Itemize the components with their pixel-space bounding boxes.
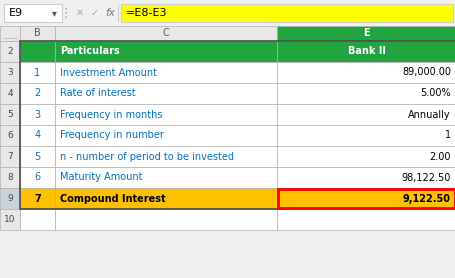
Text: Rate of interest: Rate of interest: [60, 88, 135, 98]
Bar: [4, 4, 62, 22]
Text: E: E: [362, 29, 369, 38]
Bar: [20, 146, 55, 167]
Bar: [0, 26, 455, 41]
Text: 5: 5: [7, 110, 13, 119]
Text: 8: 8: [7, 173, 13, 182]
Bar: [276, 83, 455, 104]
Text: Annually: Annually: [408, 110, 450, 120]
Text: 7: 7: [34, 193, 41, 203]
Bar: [0, 146, 20, 167]
Text: 89,000.00: 89,000.00: [401, 68, 450, 78]
Text: 3: 3: [7, 68, 13, 77]
Bar: [276, 188, 455, 209]
Bar: [0, 104, 20, 125]
Bar: [20, 62, 55, 83]
Bar: [276, 209, 455, 230]
Bar: [55, 104, 276, 125]
Text: 6: 6: [35, 173, 40, 182]
Bar: [276, 125, 455, 146]
Bar: [20, 41, 55, 62]
Bar: [20, 26, 55, 41]
Text: 2: 2: [7, 47, 13, 56]
Bar: [55, 167, 276, 188]
Text: 1: 1: [35, 68, 40, 78]
Bar: [276, 104, 455, 125]
Bar: [55, 62, 276, 83]
Bar: [276, 146, 455, 167]
Bar: [0, 167, 20, 188]
Bar: [55, 188, 276, 209]
Bar: [0, 125, 20, 146]
Bar: [55, 125, 276, 146]
Bar: [55, 41, 276, 62]
Bar: [121, 4, 452, 22]
Bar: [55, 209, 276, 230]
Text: 9: 9: [7, 194, 13, 203]
Text: 9,122.50: 9,122.50: [402, 193, 450, 203]
Text: Frequency in months: Frequency in months: [60, 110, 162, 120]
Text: Investment Amount: Investment Amount: [60, 68, 157, 78]
Text: 5: 5: [34, 152, 40, 162]
Text: n - number of period to be invested: n - number of period to be invested: [60, 152, 233, 162]
Text: C: C: [162, 29, 169, 38]
Bar: [0, 41, 20, 62]
Bar: [55, 146, 276, 167]
Bar: [0, 0, 455, 26]
Text: Bank II: Bank II: [347, 46, 384, 56]
Bar: [20, 104, 55, 125]
Text: fx: fx: [105, 8, 115, 18]
Text: E9: E9: [9, 8, 23, 18]
Text: ⋮: ⋮: [60, 6, 72, 19]
Text: 4: 4: [7, 89, 13, 98]
Bar: [276, 41, 455, 62]
Text: ▾: ▾: [52, 8, 57, 18]
Text: 2.00: 2.00: [429, 152, 450, 162]
Text: 5.00%: 5.00%: [420, 88, 450, 98]
Text: =E8-E3: =E8-E3: [126, 8, 167, 18]
Bar: [0, 26, 20, 41]
Text: 2: 2: [34, 88, 40, 98]
Text: 4: 4: [35, 130, 40, 140]
Text: Frequency in number: Frequency in number: [60, 130, 163, 140]
Text: Particulars: Particulars: [60, 46, 120, 56]
Bar: [0, 83, 20, 104]
Bar: [55, 83, 276, 104]
Bar: [20, 188, 55, 209]
Text: 1: 1: [444, 130, 450, 140]
Bar: [276, 62, 455, 83]
Text: 6: 6: [7, 131, 13, 140]
Bar: [55, 26, 276, 41]
Bar: [20, 125, 55, 146]
Bar: [0, 62, 20, 83]
Text: 98,122.50: 98,122.50: [401, 173, 450, 182]
Text: B: B: [34, 29, 41, 38]
Bar: [20, 41, 455, 209]
Bar: [0, 209, 20, 230]
Bar: [20, 167, 55, 188]
Bar: [278, 189, 454, 208]
Text: ✕: ✕: [76, 8, 84, 18]
Bar: [0, 188, 20, 209]
Bar: [276, 26, 455, 41]
Text: Maturity Amount: Maturity Amount: [60, 173, 142, 182]
Bar: [20, 209, 55, 230]
Bar: [276, 167, 455, 188]
Text: ✓: ✓: [91, 8, 99, 18]
Text: 3: 3: [35, 110, 40, 120]
Text: Compound Interest: Compound Interest: [60, 193, 165, 203]
Text: 10: 10: [4, 215, 16, 224]
Text: 7: 7: [7, 152, 13, 161]
Bar: [20, 83, 55, 104]
